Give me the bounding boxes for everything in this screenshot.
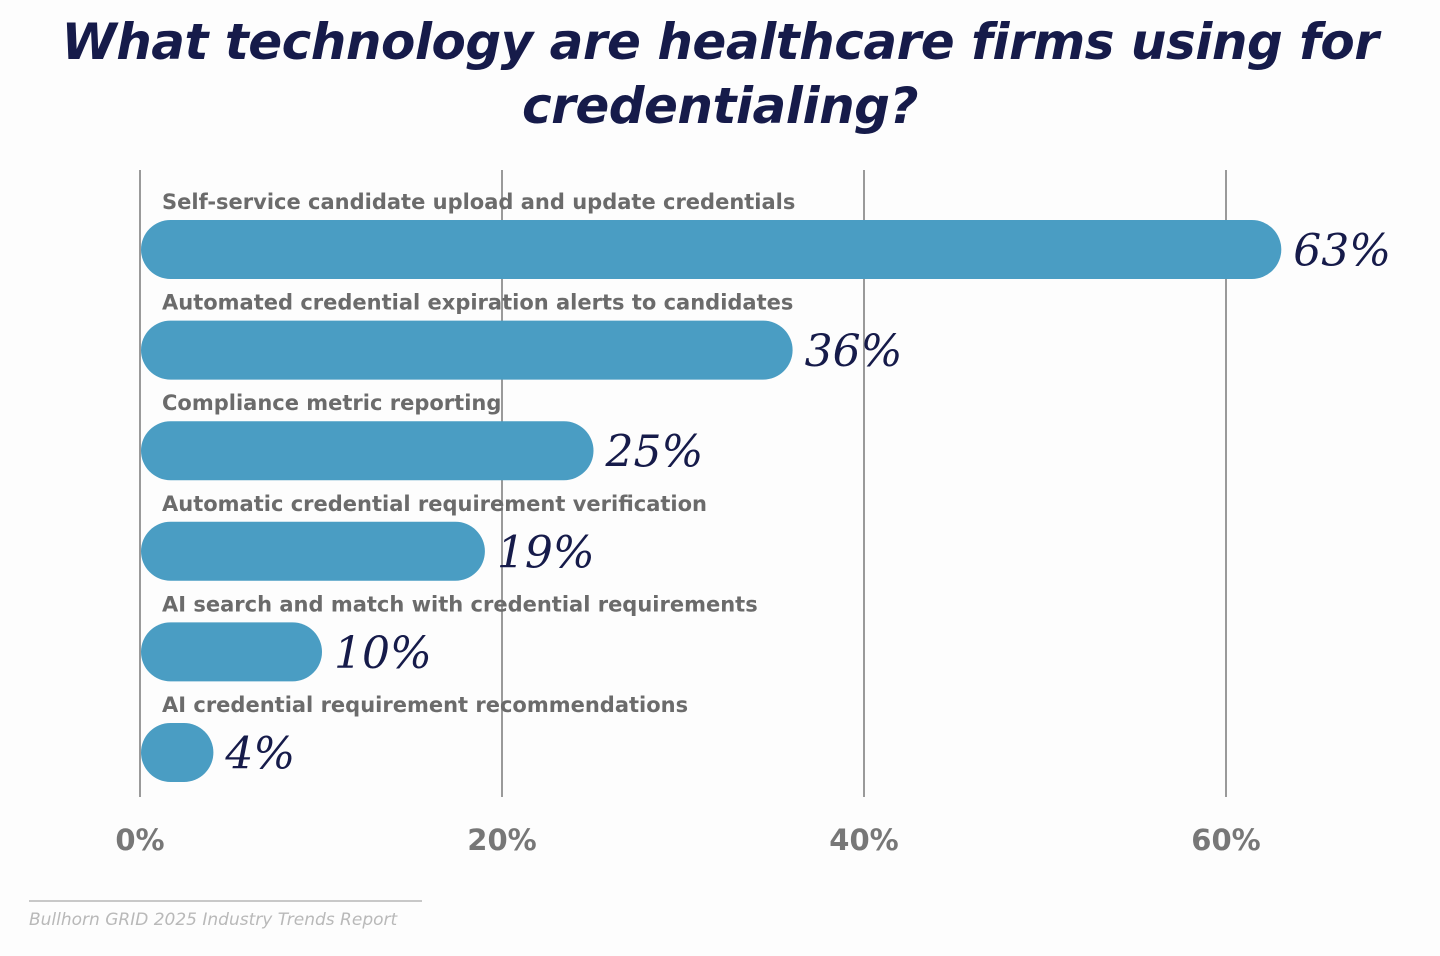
x-axis-ticks: 0% 20% 40% 60% [115, 823, 1260, 857]
value-label: 4% [224, 729, 295, 780]
category-label: Self-service candidate upload and update… [162, 190, 795, 214]
bar [141, 521, 485, 581]
bar [141, 320, 793, 380]
x-tick-label: 40% [829, 823, 898, 857]
source-note: Bullhorn GRID 2025 Industry Trends Repor… [29, 910, 398, 930]
x-tick-label: 0% [115, 823, 164, 857]
value-label: 10% [334, 628, 432, 679]
value-label: 19% [497, 527, 595, 578]
category-label: AI credential requirement recommendation… [162, 693, 688, 717]
bar [141, 723, 214, 782]
x-tick-label: 60% [1191, 823, 1260, 857]
chart-title: What technology are healthcare firms usi… [61, 13, 1379, 135]
bar [141, 421, 594, 481]
x-tick-label: 20% [467, 823, 536, 857]
category-label: Compliance metric reporting [162, 391, 501, 415]
value-label: 63% [1293, 226, 1391, 277]
value-label: 25% [605, 427, 704, 478]
category-label: Automatic credential requirement verific… [162, 492, 707, 516]
bar [141, 622, 322, 682]
bar [141, 220, 1282, 279]
source-divider [29, 900, 422, 902]
category-label: Automated credential expiration alerts t… [162, 291, 793, 315]
value-label: 36% [805, 326, 903, 377]
bars: Self-service candidate upload and update… [141, 190, 1391, 782]
category-label: AI search and match with credential requ… [162, 592, 758, 616]
